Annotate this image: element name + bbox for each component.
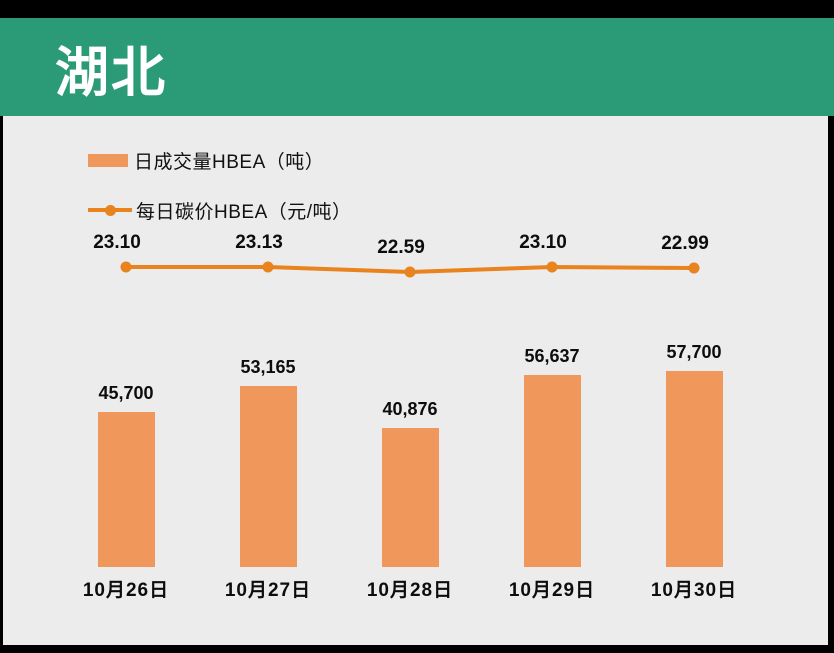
- legend-item-price: 每日碳价HBEA（元/吨）: [88, 198, 352, 223]
- price-point-marker: [120, 261, 132, 273]
- bottom-frame-bar: [0, 645, 834, 653]
- bar-value-label: 45,700: [98, 383, 154, 403]
- volume-bar: [239, 386, 297, 567]
- volume-bar: [665, 371, 723, 567]
- legend-price-label: 每日碳价HBEA（元/吨）: [136, 201, 352, 223]
- header-band: 湖北: [0, 18, 834, 116]
- price-value-label: 22.59: [377, 237, 425, 258]
- volume-bar: [523, 375, 581, 567]
- price-line-markers: [120, 261, 700, 278]
- price-point-marker: [404, 266, 416, 278]
- price-point-marker: [546, 261, 558, 273]
- chart-legend: 日成交量HBEA（吨） 每日碳价HBEA（元/吨）: [88, 148, 352, 248]
- category-label: 10月30日: [650, 580, 738, 601]
- bar-series-swatch-icon: [88, 153, 128, 167]
- right-frame-edge: [828, 116, 834, 653]
- legend-item-volume: 日成交量HBEA（吨）: [88, 148, 352, 173]
- category-label: 10月29日: [508, 580, 596, 601]
- category-label: 10月27日: [224, 580, 312, 601]
- left-frame-edge: [0, 116, 3, 653]
- bar-value-label: 53,165: [240, 357, 296, 377]
- price-point-marker: [262, 261, 274, 273]
- volume-bar: [97, 412, 155, 567]
- category-label: 10月28日: [366, 580, 454, 601]
- line-marker-dot-icon: [105, 204, 116, 216]
- price-value-label: 22.99: [661, 233, 709, 254]
- page-title: 湖北: [55, 43, 167, 103]
- legend-volume-label: 日成交量HBEA（吨）: [134, 151, 325, 173]
- volume-bar: [381, 428, 439, 567]
- price-value-label: 23.10: [519, 232, 567, 253]
- price-point-marker: [688, 262, 700, 274]
- price-value-label: 23.10: [93, 232, 141, 253]
- bar-value-label: 56,637: [524, 346, 580, 366]
- top-frame-bar: [0, 0, 834, 18]
- bar-value-label: 40,876: [382, 399, 438, 419]
- line-series-swatch-icon: [88, 204, 132, 216]
- price-value-label: 23.13: [235, 232, 283, 253]
- category-label: 10月26日: [82, 580, 170, 601]
- bar-value-label: 57,700: [666, 342, 722, 362]
